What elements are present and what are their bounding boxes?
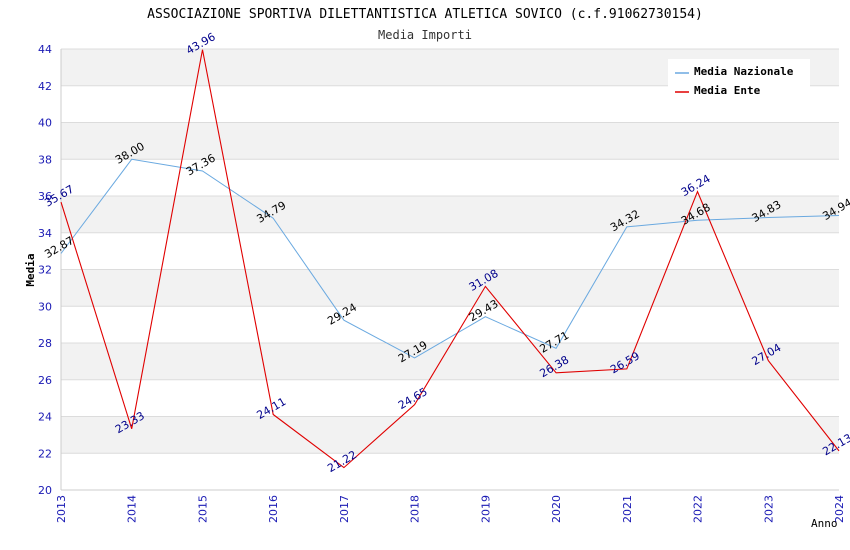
x-tick-label: 2018	[409, 495, 422, 523]
x-tick-label: 2023	[762, 495, 775, 523]
y-tick-label: 22	[38, 447, 52, 460]
x-tick-label: 2021	[621, 495, 634, 523]
series-line-media-ente	[60, 49, 840, 469]
x-tick-label: 2024	[833, 495, 846, 523]
y-tick-labels: 20 22 24 26 28 30 32 34 36 38 40 42 44	[38, 43, 52, 497]
series-lines	[60, 49, 840, 469]
y-tick-label: 24	[38, 411, 52, 424]
x-tick-label: 2017	[338, 495, 351, 523]
y-tick-label: 42	[38, 80, 52, 93]
x-tick-label: 2020	[550, 495, 563, 523]
grid-band	[61, 269, 839, 307]
legend-label-media-ente: Media Ente	[694, 84, 761, 97]
grid-band	[61, 343, 839, 380]
y-tick-label: 34	[38, 227, 52, 240]
y-tick-label: 40	[38, 117, 52, 130]
grid-band	[61, 416, 839, 454]
x-tick-labels: 2013 2014 2015 2016 2017 2018 2019 2020 2021 2022…	[55, 495, 846, 523]
x-tick-label: 2013	[55, 495, 68, 523]
chart-title: ASSOCIAZIONE SPORTIVA DILETTANTISTICA AT…	[147, 7, 703, 22]
legend-label-media-nazionale: Media Nazionale	[694, 65, 794, 78]
x-tick-label: 2022	[692, 495, 705, 523]
y-tick-label: 36	[38, 190, 52, 203]
y-tick-label: 38	[38, 153, 52, 166]
y-tick-label: 44	[38, 43, 52, 56]
x-axis-label: Anno	[811, 517, 838, 530]
x-tick-label: 2019	[479, 495, 492, 523]
grid-band	[61, 453, 839, 490]
y-tick-label: 20	[38, 484, 52, 497]
grid-band	[61, 159, 839, 196]
chart-subtitle: Media Importi	[378, 28, 472, 42]
x-tick-label: 2016	[267, 495, 280, 523]
legend: Media Nazionale Media Ente	[668, 59, 810, 104]
grid-band	[61, 379, 839, 417]
grid-bands	[60, 48, 839, 491]
y-tick-label: 32	[38, 264, 52, 277]
legend-box	[668, 59, 810, 104]
y-tick-label: 28	[38, 337, 52, 350]
x-tick-label: 2015	[196, 495, 209, 523]
grid-band	[61, 232, 839, 270]
grid-band	[61, 122, 839, 160]
x-tick-label: 2014	[126, 495, 139, 523]
y-tick-label: 26	[38, 374, 52, 387]
grid-band	[61, 196, 839, 233]
y-tick-label: 30	[38, 300, 52, 313]
y-axis-label: Media	[24, 253, 37, 286]
